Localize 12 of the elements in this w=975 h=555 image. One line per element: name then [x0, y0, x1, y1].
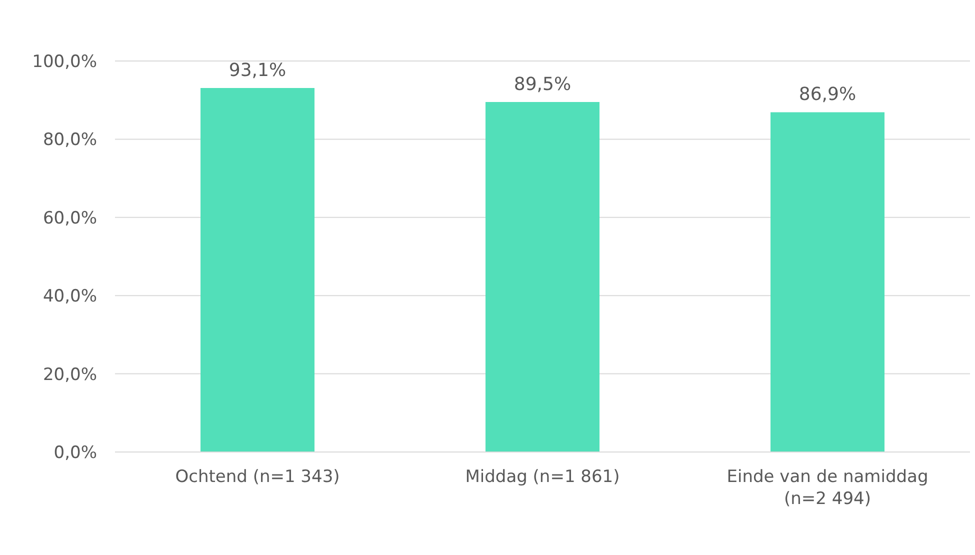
y-tick-label: 100,0% [32, 52, 97, 72]
data-label: 89,5% [514, 74, 572, 96]
data-label: 93,1% [228, 60, 286, 81]
data-label: 86,9% [798, 84, 856, 106]
y-tick-label: 0,0% [54, 443, 97, 464]
x-tick-label: Ochtend (n=1 343) [175, 467, 340, 487]
y-tick-label: 60,0% [42, 208, 97, 228]
x-tick-label: Middag (n=1 861) [465, 467, 620, 487]
x-tick-label: Einde van de namiddag (n=2 494) [726, 467, 928, 509]
y-tick-label: 80,0% [42, 130, 97, 150]
y-tick-label: 20,0% [42, 364, 97, 385]
y-tick-label: 40,0% [42, 286, 97, 307]
